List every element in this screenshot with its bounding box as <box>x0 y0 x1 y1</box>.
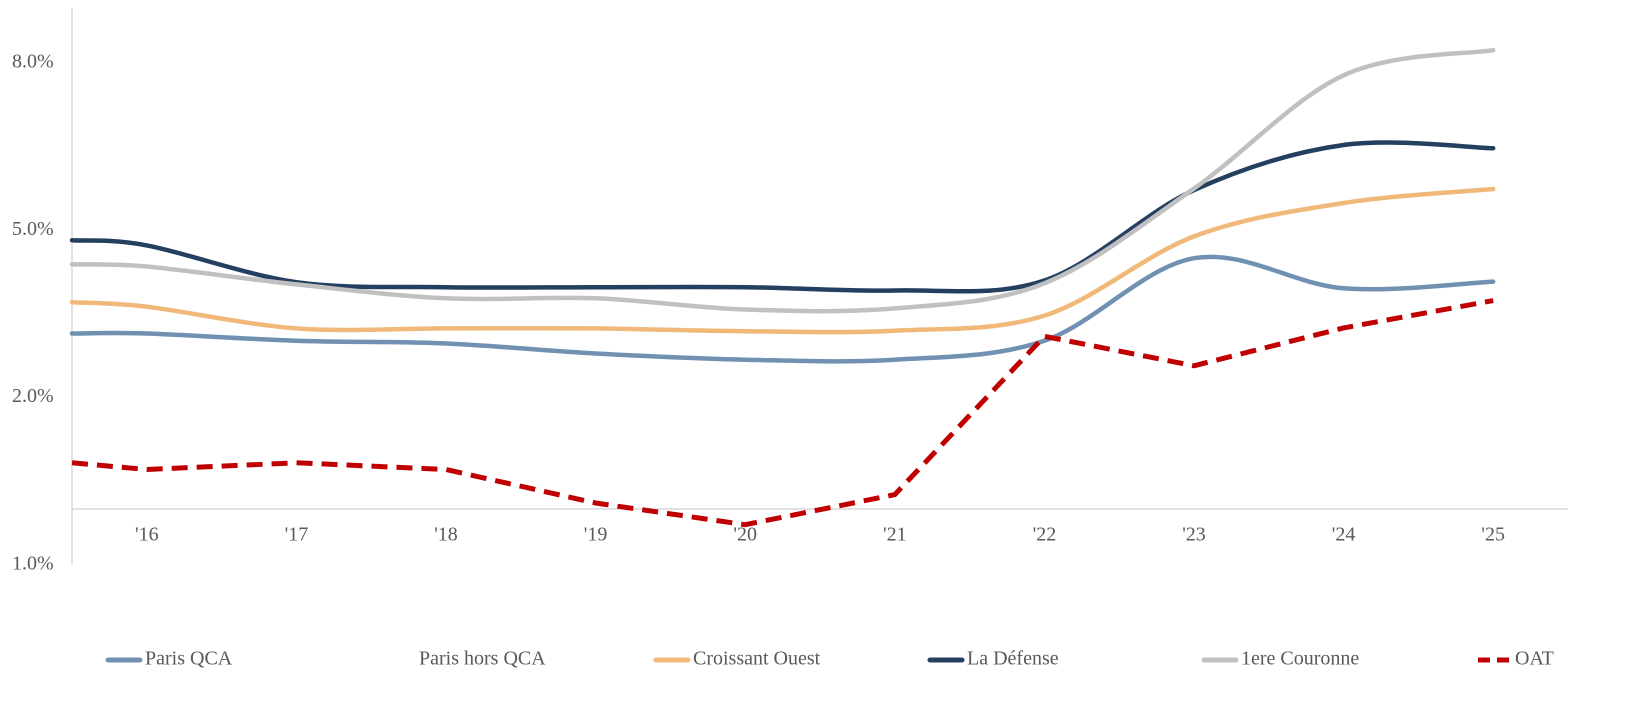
x-tick-label: '23 <box>1182 524 1206 546</box>
line-series <box>69 47 1496 314</box>
x-tick-label: '17 <box>285 524 309 546</box>
y-tick-label: 2.0% <box>12 385 54 407</box>
y-tick-label: 1.0% <box>12 552 54 574</box>
x-tick-label: '20 <box>733 524 757 546</box>
line-series <box>69 186 1496 335</box>
legend-label: La Défense <box>967 648 1059 670</box>
x-tick-label: '21 <box>883 524 907 546</box>
x-tick-label: '25 <box>1481 524 1505 546</box>
y-tick-label: 8.0% <box>12 51 54 73</box>
legend-label: Paris hors QCA <box>419 648 546 670</box>
x-tick-label: '16 <box>135 524 159 546</box>
x-tick-label: '19 <box>584 524 608 546</box>
x-tick-label: '22 <box>1033 524 1057 546</box>
x-tick-label: '18 <box>434 524 458 546</box>
y-tick-label: 5.0% <box>12 218 54 240</box>
legend-label: OAT <box>1515 648 1554 670</box>
legend-label: 1ere Couronne <box>1241 648 1359 670</box>
line-series <box>69 140 1496 294</box>
legend-label: Croissant Ouest <box>693 648 821 670</box>
x-tick-label: '24 <box>1332 524 1356 546</box>
line-series <box>69 254 1496 364</box>
line-series <box>71 298 1494 528</box>
legend-label: Paris QCA <box>145 648 233 670</box>
